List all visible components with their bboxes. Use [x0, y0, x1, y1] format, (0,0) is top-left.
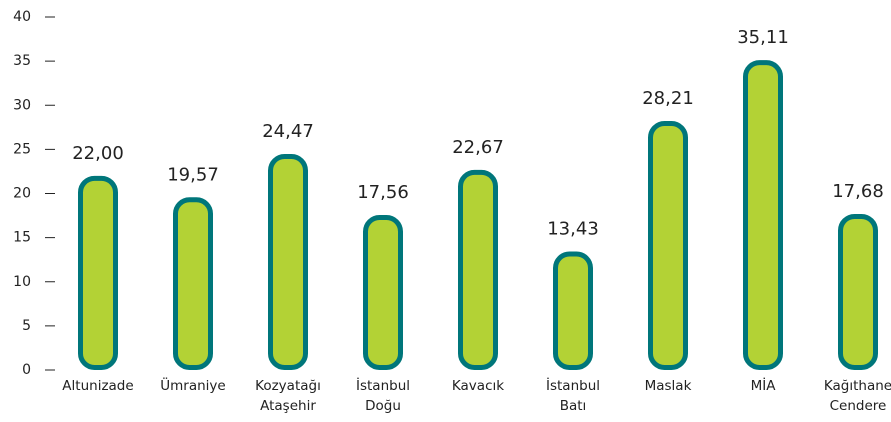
- x-tick-label: Kavacık: [452, 378, 504, 394]
- value-label: 22,00: [72, 143, 124, 164]
- bar: [363, 215, 403, 370]
- y-tick-label: 0: [22, 362, 31, 378]
- y-tick-label: 10: [13, 274, 31, 290]
- bar: [268, 154, 308, 370]
- x-tick-label: Kozyatağı Ataşehir: [255, 378, 321, 414]
- y-tick-label: 5: [22, 318, 31, 334]
- x-tick-label: Kağıthane Cendere: [824, 378, 891, 414]
- bar: [838, 213, 878, 370]
- x-tick-label: İstanbul Batı: [546, 376, 600, 414]
- value-label: 22,67: [452, 137, 504, 158]
- y-tick-label: 40: [13, 9, 31, 25]
- y-tick-label: 35: [13, 53, 31, 69]
- bar: [648, 121, 688, 370]
- value-label: 17,68: [832, 181, 884, 202]
- value-label: 24,47: [262, 121, 314, 142]
- value-label: 13,43: [547, 218, 599, 239]
- bar: [78, 175, 118, 370]
- value-label: 17,56: [357, 182, 409, 203]
- y-tick-label: 15: [13, 230, 31, 246]
- y-tick-label: 20: [13, 186, 31, 202]
- y-tick-label: 30: [13, 97, 31, 113]
- x-tick-label: İstanbul Doğu: [356, 376, 410, 414]
- bar: [553, 251, 593, 371]
- bar: [743, 60, 783, 371]
- x-tick-label: Ümraniye: [160, 376, 225, 394]
- value-label: 35,11: [737, 27, 789, 48]
- x-tick-label: Altunizade: [62, 378, 133, 394]
- x-tick-label: MİA: [751, 376, 777, 394]
- bar: [458, 169, 498, 370]
- bar: [173, 197, 213, 370]
- value-label: 28,21: [642, 88, 694, 109]
- value-label: 19,57: [167, 164, 219, 185]
- x-tick-label: Maslak: [645, 378, 692, 394]
- y-tick-label: 25: [13, 141, 31, 157]
